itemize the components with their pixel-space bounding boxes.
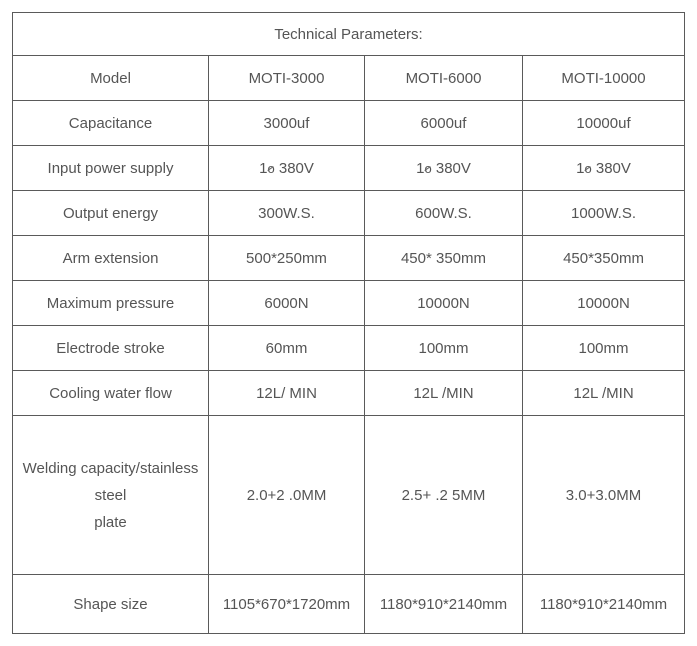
col-header-1: MOTI-3000 [209,56,365,101]
welding-label-line3: plate [17,509,204,536]
cell: 10000uf [523,101,685,146]
row-label: Cooling water flow [13,371,209,416]
row-label: Maximum pressure [13,281,209,326]
cell: 12L/ MIN [209,371,365,416]
phase-symbol: o [267,161,274,176]
cell: 2.5+ .2 5MM [365,416,523,575]
col-header-3: MOTI-10000 [523,56,685,101]
welding-label-line2: steel [17,482,204,509]
cell: 100mm [365,326,523,371]
phase-symbol: o [584,161,591,176]
row-label: Arm extension [13,236,209,281]
table-title: Technical Parameters: [13,13,685,56]
cell: 12L /MIN [523,371,685,416]
cell: 3000uf [209,101,365,146]
row-label: Capacitance [13,101,209,146]
row-label: Output energy [13,191,209,236]
row-label: Electrode stroke [13,326,209,371]
cell: 1000W.S. [523,191,685,236]
cell: 1o 380V [523,146,685,191]
cell: 450* 350mm [365,236,523,281]
cell: 1180*910*2140mm [523,575,685,634]
cell: 10000N [523,281,685,326]
row-label-welding: Welding capacity/stainless steel plate [13,416,209,575]
cell: 500*250mm [209,236,365,281]
cell: 60mm [209,326,365,371]
col-header-2: MOTI-6000 [365,56,523,101]
cell: 1o 380V [365,146,523,191]
cell: 6000N [209,281,365,326]
technical-parameters-table: Technical Parameters: Model MOTI-3000 MO… [12,12,685,634]
cell: 3.0+3.0MM [523,416,685,575]
cell: 600W.S. [365,191,523,236]
cell: 1180*910*2140mm [365,575,523,634]
cell: 2.0+2 .0MM [209,416,365,575]
cell: 1o 380V [209,146,365,191]
cell: 450*350mm [523,236,685,281]
row-label: Input power supply [13,146,209,191]
cell: 1105*670*1720mm [209,575,365,634]
col-header-model: Model [13,56,209,101]
cell: 6000uf [365,101,523,146]
phase-symbol: o [424,161,431,176]
cell: 10000N [365,281,523,326]
row-label: Shape size [13,575,209,634]
cell: 100mm [523,326,685,371]
cell: 300W.S. [209,191,365,236]
cell: 12L /MIN [365,371,523,416]
welding-label-line1: Welding capacity/stainless [17,455,204,482]
